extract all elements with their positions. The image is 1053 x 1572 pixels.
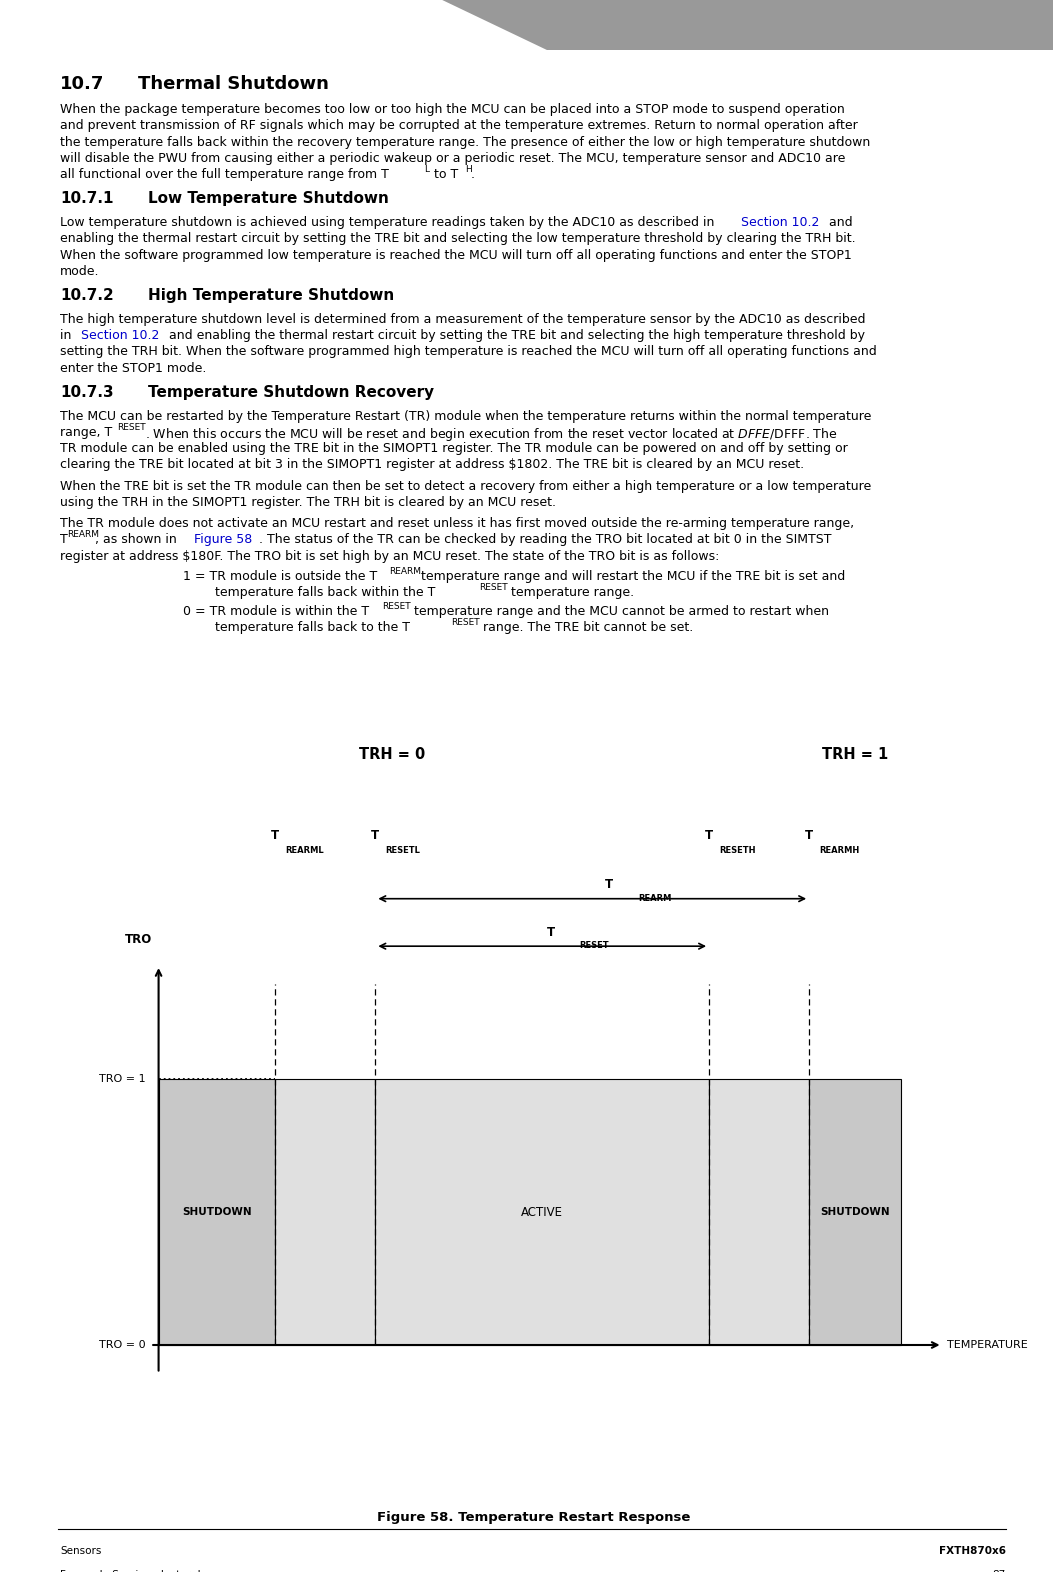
Text: T: T [272,828,279,841]
Text: Figure 58: Figure 58 [194,533,252,547]
Bar [809,1078,900,1346]
Text: REARML: REARML [285,846,324,855]
Text: When the package temperature becomes too low or too high the MCU can be placed i: When the package temperature becomes too… [60,104,845,116]
Text: Sensors: Sensors [60,1547,101,1556]
Text: ACTIVE: ACTIVE [521,1206,563,1218]
Text: T: T [372,828,379,841]
Text: T: T [604,879,613,891]
Text: register at address $180F. The TRO bit is set high by an MCU reset. The state of: register at address $180F. The TRO bit i… [60,550,719,563]
Text: Low temperature shutdown is achieved using temperature readings taken by the ADC: Low temperature shutdown is achieved usi… [60,217,718,230]
Text: temperature falls back to the T: temperature falls back to the T [183,621,411,634]
Bar [159,1078,275,1346]
Text: temperature range and will restart the MCU if the TRE bit is set and: temperature range and will restart the M… [417,569,846,583]
Text: T: T [547,926,555,938]
Text: L: L [424,165,430,174]
Text: High Temperature Shutdown: High Temperature Shutdown [148,288,395,303]
Text: temperature range and the MCU cannot be armed to restart when: temperature range and the MCU cannot be … [411,605,830,618]
Text: all functional over the full temperature range from T: all functional over the full temperature… [60,168,389,181]
Text: setting the TRH bit. When the software programmed high temperature is reached th: setting the TRH bit. When the software p… [60,346,877,358]
Text: Temperature Shutdown Recovery: Temperature Shutdown Recovery [148,385,434,399]
Text: clearing the TRE bit located at bit 3 in the SIMOPT1 register at address $1802. : clearing the TRE bit located at bit 3 in… [60,459,804,472]
Bar [709,1078,809,1346]
Text: TRH = 0: TRH = 0 [359,747,425,762]
Text: . When this occurs the MCU will be reset and begin execution from the reset vect: . When this occurs the MCU will be reset… [145,426,837,443]
Text: range. The TRE bit cannot be set.: range. The TRE bit cannot be set. [479,621,694,634]
Text: 1 = TR module is outside the T: 1 = TR module is outside the T [183,569,377,583]
Text: TR module can be enabled using the TRE bit in the SIMOPT1 register. The TR modul: TR module can be enabled using the TRE b… [60,442,848,456]
Text: 10.7: 10.7 [60,75,104,93]
Text: RESET: RESET [117,423,145,432]
Text: , as shown in: , as shown in [96,533,181,547]
Text: Figure 58. Temperature Restart Response: Figure 58. Temperature Restart Response [377,1511,691,1523]
Text: TEMPERATURE: TEMPERATURE [947,1339,1028,1350]
Text: T: T [704,828,713,841]
Text: When the software programmed low temperature is reached the MCU will turn off al: When the software programmed low tempera… [60,248,852,261]
Text: When the TRE bit is set the TR module can then be set to detect a recovery from : When the TRE bit is set the TR module ca… [60,479,871,492]
Text: 10.7.1: 10.7.1 [60,192,114,206]
Bar [376,1078,709,1346]
Text: H: H [465,165,473,174]
Text: The TR module does not activate an MCU restart and reset unless it has first mov: The TR module does not activate an MCU r… [60,517,854,530]
Text: SHUTDOWN: SHUTDOWN [820,1207,890,1217]
Text: using the TRH in the SIMOPT1 register. The TRH bit is cleared by an MCU reset.: using the TRH in the SIMOPT1 register. T… [60,495,556,509]
Text: temperature range.: temperature range. [506,586,634,599]
Text: RESET: RESET [382,602,412,610]
Text: SHUTDOWN: SHUTDOWN [182,1207,252,1217]
Text: enter the STOP1 mode.: enter the STOP1 mode. [60,362,206,374]
Text: T: T [60,533,67,547]
Text: 87: 87 [992,1569,1006,1572]
Text: and prevent transmission of RF signals which may be corrupted at the temperature: and prevent transmission of RF signals w… [60,119,858,132]
Text: Freescale Semiconductor, Inc.: Freescale Semiconductor, Inc. [60,1569,217,1572]
Text: RESET: RESET [452,618,480,627]
Text: TRO = 1: TRO = 1 [99,1074,146,1085]
Text: 0 = TR module is within the T: 0 = TR module is within the T [183,605,370,618]
Text: TRO: TRO [124,934,152,946]
Text: Thermal Shutdown: Thermal Shutdown [138,75,329,93]
Text: the temperature falls back within the recovery temperature range. The presence o: the temperature falls back within the re… [60,135,870,149]
Text: TRH = 1: TRH = 1 [821,747,888,762]
Text: REARM: REARM [390,567,421,575]
Text: in: in [60,329,76,343]
Text: RESET: RESET [580,942,610,949]
Text: range, T: range, T [60,426,113,439]
Text: T: T [806,828,813,841]
Text: The high temperature shutdown level is determined from a measurement of the temp: The high temperature shutdown level is d… [60,313,866,325]
Text: REARM: REARM [67,530,100,539]
Text: RESET: RESET [479,583,508,593]
Text: mode.: mode. [60,266,100,278]
Text: and: and [826,217,853,230]
Text: RESETL: RESETL [385,846,420,855]
Text: temperature falls back within the T: temperature falls back within the T [183,586,436,599]
Text: enabling the thermal restart circuit by setting the TRE bit and selecting the lo: enabling the thermal restart circuit by … [60,233,856,245]
Text: 10.7.2: 10.7.2 [60,288,114,303]
Text: FXTH870x6: FXTH870x6 [938,1547,1006,1556]
Text: The MCU can be restarted by the Temperature Restart (TR) module when the tempera: The MCU can be restarted by the Temperat… [60,410,872,423]
Text: . The status of the TR can be checked by reading the TRO bit located at bit 0 in: . The status of the TR can be checked by… [259,533,832,547]
Polygon shape [442,0,1053,50]
Text: Low Temperature Shutdown: Low Temperature Shutdown [148,192,389,206]
Text: 10.7.3: 10.7.3 [60,385,114,399]
Text: to T: to T [430,168,458,181]
Text: RESETH: RESETH [719,846,755,855]
Text: Section 10.2: Section 10.2 [740,217,819,230]
Text: .: . [471,168,475,181]
Text: will disable the PWU from causing either a periodic wakeup or a periodic reset. : will disable the PWU from causing either… [60,152,846,165]
Bar [275,1078,376,1346]
Text: REARM: REARM [638,893,672,902]
Text: and enabling the thermal restart circuit by setting the TRE bit and selecting th: and enabling the thermal restart circuit… [165,329,866,343]
Text: TRO = 0: TRO = 0 [99,1339,146,1350]
Text: Section 10.2: Section 10.2 [81,329,159,343]
Text: REARMH: REARMH [819,846,859,855]
